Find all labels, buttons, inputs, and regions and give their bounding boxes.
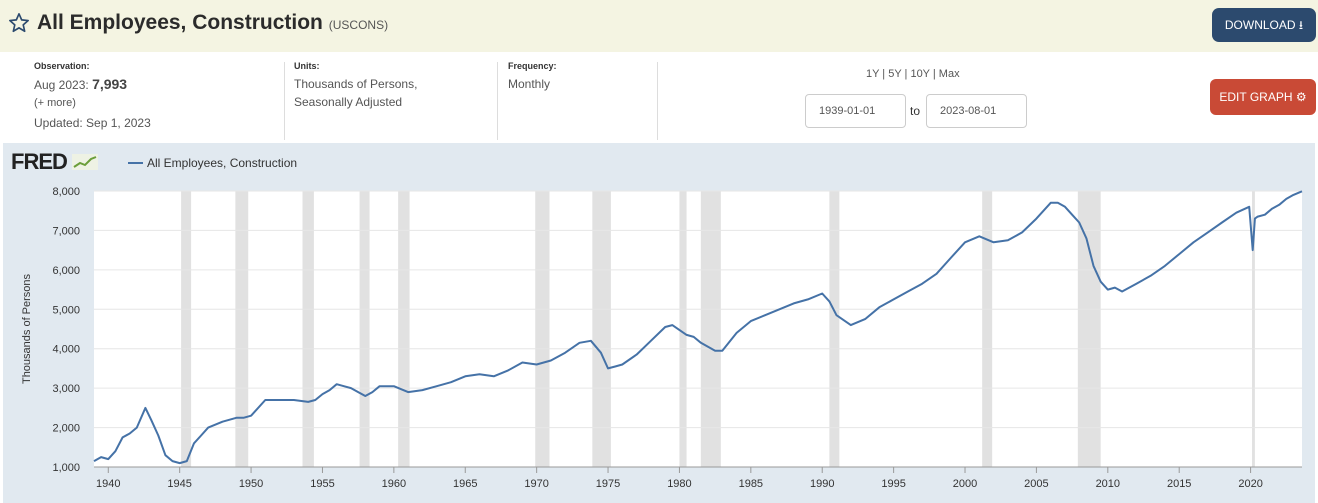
x-tick-label: 2000 (953, 478, 977, 490)
observation-date: Aug 2023: (34, 78, 89, 92)
plot-area (94, 191, 1302, 467)
recession-band (829, 191, 840, 467)
units-label: Units: (294, 61, 320, 71)
x-tick-label: 1970 (524, 478, 548, 490)
download-label: DOWNLOAD (1224, 18, 1296, 32)
frequency-label: Frequency: (508, 61, 557, 71)
observation-block: Observation: Aug 2023: 7,993 (+ more) Up… (34, 61, 151, 132)
x-tick-label: 1955 (310, 478, 334, 490)
series-meta: Observation: Aug 2023: 7,993 (+ more) Up… (0, 52, 1318, 143)
download-button[interactable]: DOWNLOAD ⭳ (1212, 8, 1316, 42)
series-line (93, 190, 1303, 465)
x-tick-label: 2010 (1096, 478, 1120, 490)
recession-band (359, 191, 370, 467)
gear-icon: ⚙ (1295, 90, 1307, 104)
recession-band (1252, 191, 1255, 467)
date-to-label: to (910, 104, 921, 118)
y-tick-label: 7,000 (52, 225, 80, 237)
units-line1: Thousands of Persons, (294, 77, 418, 91)
x-tick-label: 1990 (810, 478, 834, 490)
recession-band (302, 191, 314, 467)
x-tick-label: 1980 (667, 478, 691, 490)
observation-value: 7,993 (92, 76, 128, 92)
frequency-value: Monthly (508, 77, 551, 91)
y-tick-label: 3,000 (52, 383, 80, 395)
start-date-input[interactable]: 1939-01-01 (805, 94, 906, 128)
end-date-input[interactable]: 2023-08-01 (926, 94, 1027, 128)
recession-band (982, 191, 993, 467)
series-title: All Employees, Construction (37, 11, 323, 34)
y-tick-label: 1,000 (52, 462, 80, 474)
recession-band (679, 191, 687, 467)
x-tick-label: 2020 (1238, 478, 1262, 490)
meta-divider (657, 62, 658, 140)
download-icon: ⭳ (1298, 18, 1304, 32)
more-observations-link[interactable]: (+ more) (34, 97, 76, 109)
x-tick-label: 1950 (239, 478, 263, 490)
y-tick-label: 8,000 (52, 186, 80, 198)
observation-label: Observation: (34, 61, 90, 71)
recession-band (535, 191, 550, 467)
x-tick-label: 1945 (167, 478, 191, 490)
x-tick-label: 1960 (382, 478, 406, 490)
x-tick-label: 2005 (1024, 478, 1048, 490)
y-tick-label: 5,000 (52, 304, 80, 316)
meta-divider (497, 62, 498, 140)
edit-graph-button[interactable]: EDIT GRAPH ⚙ (1210, 79, 1316, 115)
y-tick-label: 6,000 (52, 265, 80, 277)
x-tick-label: 1985 (739, 478, 763, 490)
header-bar: All Employees, Construction (USCONS) DOW… (0, 0, 1318, 52)
y-tick-label: 4,000 (52, 344, 80, 356)
x-tick-label: 2015 (1167, 478, 1191, 490)
recession-band (181, 191, 192, 467)
recession-band (700, 191, 721, 467)
fred-logo: FRED (11, 149, 99, 175)
recession-band (398, 191, 410, 467)
series-id: (USCONS) (328, 18, 389, 32)
recession-band (235, 191, 249, 467)
updated-date: Updated: Sep 1, 2023 (34, 116, 151, 130)
units-block: Units: Thousands of Persons, Seasonally … (294, 61, 417, 111)
units-line2: Seasonally Adjusted (294, 95, 403, 109)
legend-label: All Employees, Construction (147, 156, 298, 170)
edit-graph-label: EDIT GRAPH (1219, 90, 1293, 104)
star-icon[interactable] (8, 12, 30, 34)
y-tick-label: 2,000 (52, 423, 80, 435)
y-axis-label: Thousands of Persons (21, 273, 33, 384)
recession-band (1077, 191, 1101, 467)
x-tick-label: 1995 (881, 478, 905, 490)
page-title: All Employees, Construction (USCONS) (37, 11, 388, 35)
x-tick-label: 1975 (596, 478, 620, 490)
x-tick-label: 1965 (453, 478, 477, 490)
meta-divider (284, 62, 285, 140)
frequency-block: Frequency: Monthly (508, 61, 557, 93)
x-tick-label: 1940 (96, 478, 120, 490)
fred-logo-text: FRED (11, 149, 68, 174)
legend-swatch (128, 162, 143, 164)
fred-logo-graph-icon (72, 154, 99, 170)
date-range-links[interactable]: 1Y | 5Y | 10Y | Max (866, 68, 960, 80)
recession-band (592, 191, 611, 467)
